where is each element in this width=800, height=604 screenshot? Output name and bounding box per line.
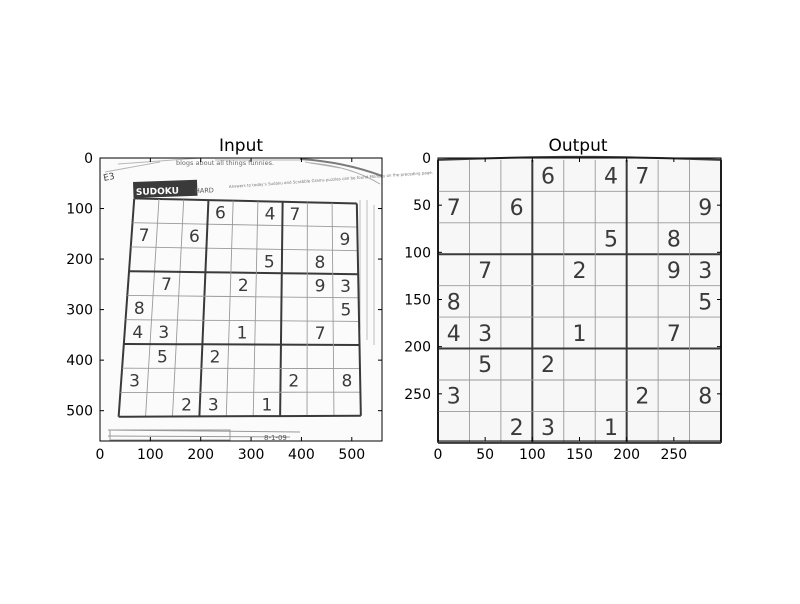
- x-tick-label: 200: [613, 447, 640, 463]
- input-sudoku-grid: [117, 197, 362, 418]
- sudoku-digit: 5: [604, 227, 618, 252]
- y-tick-label: 500: [66, 404, 93, 420]
- y-tick-label: 50: [413, 198, 431, 214]
- y-tick-label: 0: [84, 151, 93, 167]
- x-tick-label: 150: [566, 447, 593, 463]
- y-tick-label: 200: [404, 340, 431, 356]
- y-tick-label: 250: [404, 387, 431, 403]
- sudoku-digit: 8: [447, 290, 461, 315]
- sudoku-digit: 2: [573, 259, 587, 284]
- y-tick-label: 100: [404, 245, 431, 261]
- input-image: E3 blogs about all things funnies. SUDOK…: [100, 157, 433, 442]
- newspaper-header: E3 blogs about all things funnies.: [103, 157, 383, 185]
- newspaper-footer: 8-1-09: [107, 429, 301, 442]
- y-tick-label: 100: [66, 202, 93, 218]
- difficulty-label: HARD: [195, 186, 214, 195]
- x-tick-label: 300: [238, 447, 265, 463]
- sudoku-digit: 9: [698, 196, 712, 221]
- input-title: Input: [219, 136, 263, 156]
- output-panel: Output 6 4 77 6 95 87 2 9 38 54 3 1 75 23 2 82 3 1 0 50 100…: [404, 136, 722, 463]
- footer-date: 8-1-09: [264, 434, 287, 442]
- sudoku-digit: 6: [541, 165, 555, 190]
- sudoku-digit: 2: [288, 371, 299, 391]
- y-tick-label: 400: [66, 353, 93, 369]
- x-tick-label: 100: [137, 447, 164, 463]
- input-panel: Input E3 blogs about all things funnies.…: [66, 136, 433, 463]
- x-tick-label: 200: [187, 447, 214, 463]
- input-x-ticks: 0 100 200 300 400 500: [96, 158, 365, 463]
- sudoku-digit: 8: [315, 253, 326, 273]
- sudoku-digit: 3: [698, 259, 712, 284]
- output-y-ticks: 0 50 100 150 200 250: [404, 151, 721, 403]
- sudoku-digit: 1: [237, 324, 248, 344]
- sudoku-digit: 5: [698, 290, 712, 315]
- output-x-ticks: 0 50 100 150 200 250: [434, 158, 687, 463]
- sudoku-digit: 3: [340, 277, 351, 297]
- sudoku-digit: 7: [447, 196, 461, 221]
- sudoku-digit: 1: [261, 395, 272, 415]
- sudoku-label: SUDOKU: [136, 187, 179, 198]
- sudoku-digit: 2: [510, 416, 524, 441]
- x-tick-label: 0: [96, 447, 105, 463]
- sudoku-digit: 5: [264, 252, 275, 272]
- x-tick-label: 50: [476, 447, 494, 463]
- sudoku-digit: 1: [604, 416, 618, 441]
- sudoku-digit: 7: [478, 259, 492, 284]
- sudoku-digit: 4: [132, 323, 143, 343]
- sudoku-digit: 7: [290, 205, 301, 225]
- sudoku-digit: 9: [340, 230, 351, 250]
- sudoku-digit: 8: [134, 299, 145, 319]
- y-tick-label: 200: [66, 252, 93, 268]
- sudoku-digit: 7: [635, 165, 649, 190]
- sudoku-digit: 7: [315, 324, 326, 344]
- output-image: 6 4 77 6 95 87 2 9 38 54 3 1 75 23 2 82 3 1: [437, 155, 722, 444]
- y-tick-label: 0: [422, 151, 431, 167]
- input-y-ticks: 0 100 200 300 400 500: [66, 151, 382, 420]
- sudoku-digit: 4: [447, 322, 461, 347]
- x-tick-label: 100: [519, 447, 546, 463]
- header-banner: blogs about all things funnies.: [176, 159, 274, 167]
- sudoku-digit: 5: [478, 353, 492, 378]
- sudoku-digit: 2: [181, 396, 192, 416]
- sudoku-digit: 7: [161, 275, 172, 295]
- sudoku-digit: 5: [341, 301, 352, 321]
- x-tick-label: 250: [660, 447, 687, 463]
- input-digits: 6 4 77 6 95 87 2 9 38 54 3 1 75 23 2 82 3 1: [129, 204, 352, 416]
- x-tick-label: 0: [434, 447, 443, 463]
- sudoku-digit: 2: [238, 276, 249, 296]
- page-number: E3: [103, 172, 116, 184]
- sudoku-digit: 7: [667, 322, 681, 347]
- sudoku-digit: 3: [129, 371, 140, 391]
- sudoku-digit: 3: [541, 416, 555, 441]
- sudoku-digit: 6: [215, 204, 226, 224]
- sudoku-digit: 2: [635, 385, 649, 410]
- sudoku-digit: 5: [157, 347, 168, 367]
- sudoku-digit: 2: [541, 353, 555, 378]
- sudoku-digit: 3: [447, 385, 461, 410]
- sudoku-digit: 6: [510, 196, 524, 221]
- sudoku-digit: 9: [315, 277, 326, 297]
- sudoku-digit: 9: [667, 259, 681, 284]
- sudoku-digit: 4: [265, 205, 276, 225]
- sudoku-digit: 6: [189, 227, 200, 247]
- x-tick-label: 500: [338, 447, 365, 463]
- output-title: Output: [548, 136, 607, 156]
- input-axes-frame: [99, 157, 383, 442]
- y-tick-label: 150: [404, 293, 431, 309]
- sudoku-digit: 4: [604, 165, 618, 190]
- sudoku-digit: 8: [667, 227, 681, 252]
- sudoku-digit: 2: [210, 347, 221, 367]
- sudoku-digit: 8: [698, 385, 712, 410]
- output-digits: 6 4 77 6 95 87 2 9 38 54 3 1 75 23 2 82 3 1: [447, 165, 713, 442]
- y-tick-label: 300: [66, 303, 93, 319]
- sudoku-digit: 8: [341, 371, 352, 391]
- sudoku-digit: 3: [158, 323, 169, 343]
- sudoku-digit: 7: [139, 226, 150, 246]
- sudoku-digit: 3: [478, 322, 492, 347]
- sudoku-digit: 1: [573, 322, 587, 347]
- x-tick-label: 400: [288, 447, 315, 463]
- sudoku-digit: 3: [208, 395, 219, 415]
